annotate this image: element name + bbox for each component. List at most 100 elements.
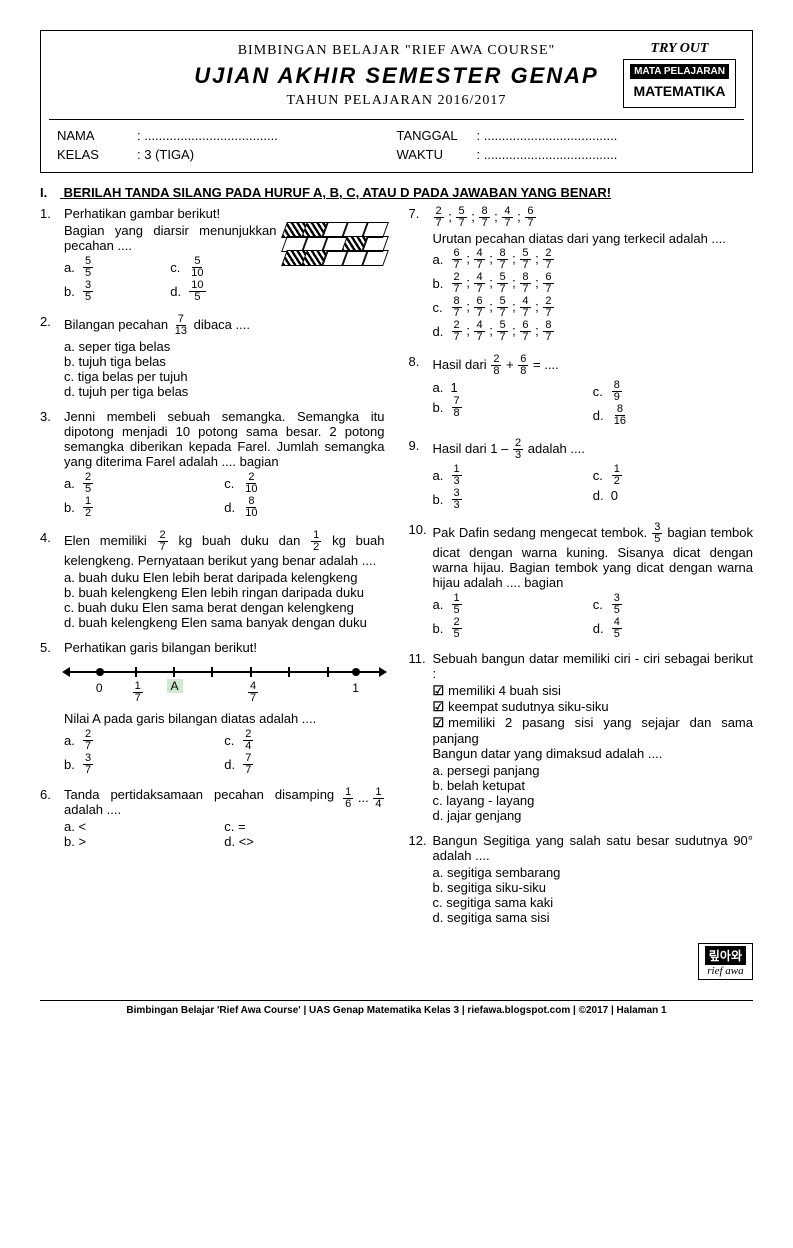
logo-top: 맆아와 bbox=[705, 946, 746, 965]
q8-text1: Hasil dari bbox=[433, 357, 487, 372]
q9-f1: 23 bbox=[513, 438, 523, 461]
q8-f1: 28 bbox=[491, 354, 501, 377]
q4-num: 4. bbox=[40, 530, 64, 630]
q6-opt-d: d. <> bbox=[224, 834, 384, 849]
q1-num: 1. bbox=[40, 206, 64, 304]
q10-opt-a: 15 bbox=[452, 593, 462, 616]
q9-opt-c: 12 bbox=[612, 464, 622, 487]
q1-opt-b: 35 bbox=[83, 280, 93, 303]
q1-grid-image bbox=[285, 223, 385, 304]
q5-opt-d: 77 bbox=[243, 753, 253, 776]
q7-opt-d: 27 ; 47 ; 57 ; 67 ; 87 bbox=[451, 320, 555, 343]
q2-num: 2. bbox=[40, 314, 64, 399]
tryout-label: TRY OUT bbox=[623, 41, 736, 57]
logo-bot: rief awa bbox=[705, 965, 746, 977]
q11-opt-b: b. belah ketupat bbox=[433, 778, 754, 793]
tanggal-label: TANGGAL bbox=[397, 128, 477, 143]
q2-opt-d: d. tujuh per tiga belas bbox=[64, 384, 385, 399]
question-1: 1. Perhatikan gambar berikut! Bagian yan… bbox=[40, 206, 385, 304]
q2-text1: Bilangan pecahan bbox=[64, 317, 168, 332]
q9-opt-b: 33 bbox=[452, 488, 462, 511]
q5-opt-b: 37 bbox=[83, 753, 93, 776]
q11-opt-d: d. jajar genjang bbox=[433, 808, 754, 823]
q2-opt-a: a. seper tiga belas bbox=[64, 339, 385, 354]
q1-opt-d: 105 bbox=[189, 280, 205, 303]
q6-f1: 16 bbox=[343, 787, 353, 810]
q11-opt-c: c. layang - layang bbox=[433, 793, 754, 808]
separator bbox=[49, 119, 744, 120]
kelas-label: KELAS bbox=[57, 147, 137, 162]
question-2: 2. Bilangan pecahan 713 dibaca .... a. s… bbox=[40, 314, 385, 399]
question-10: 10. Pak Dafin sedang mengecat tembok. 35… bbox=[409, 522, 754, 641]
q12-opt-b: b. segitiga siku-siku bbox=[433, 880, 754, 895]
q12-opt-d: d. segitiga sama sisi bbox=[433, 910, 754, 925]
q6-num: 6. bbox=[40, 787, 64, 849]
q8-opt-c: 89 bbox=[612, 380, 622, 403]
q6-text: Tanda pertidaksamaan pecahan disamping a… bbox=[64, 787, 334, 817]
q7-opt-a: 67 ; 47 ; 87 ; 57 ; 27 bbox=[451, 248, 555, 271]
q11-opt-a: a. persegi panjang bbox=[433, 763, 754, 778]
q9-opt-a: 13 bbox=[452, 464, 462, 487]
q4-opt-c: c. buah duku Elen sama berat dengan kele… bbox=[64, 600, 385, 615]
q1-text1: Perhatikan gambar berikut! bbox=[64, 206, 385, 221]
q11-num: 11. bbox=[409, 651, 433, 823]
logo: 맆아와 rief awa bbox=[698, 943, 753, 980]
check-icon: ☑ bbox=[433, 699, 445, 714]
q6-opt-b: b. > bbox=[64, 834, 224, 849]
q11-c2: keempat sudutnya siku-siku bbox=[448, 699, 608, 714]
question-8: 8. Hasil dari 28 + 68 = .... a.1 b.78 c.… bbox=[409, 354, 754, 428]
q8-eq: = .... bbox=[533, 357, 559, 372]
q5-opt-c: 24 bbox=[243, 729, 253, 752]
subject-box: MATA PELAJARAN MATEMATIKA bbox=[623, 59, 736, 108]
question-6: 6. Tanda pertidaksamaan pecahan disampin… bbox=[40, 787, 385, 849]
q7-seq: 27 ; 57 ; 87 ; 47 ; 67 bbox=[433, 206, 754, 229]
q10-opt-c: 35 bbox=[612, 593, 622, 616]
q11-text2: Bangun datar yang dimaksud adalah .... bbox=[433, 746, 754, 761]
question-5: 5. Perhatikan garis bilangan berikut! 0 … bbox=[40, 640, 385, 777]
q9-num: 9. bbox=[409, 438, 433, 512]
question-4: 4. Elen memiliki 27 kg buah duku dan 12 … bbox=[40, 530, 385, 630]
q4-f1: 27 bbox=[158, 530, 168, 553]
question-12: 12. Bangun Segitiga yang salah satu besa… bbox=[409, 833, 754, 925]
q9-opt-d: 0 bbox=[611, 488, 618, 503]
waktu-label: WAKTU bbox=[397, 147, 477, 162]
q6-mid: ... bbox=[358, 790, 369, 805]
q3-opt-a: 25 bbox=[83, 472, 93, 495]
q12-opt-c: c. segitiga sama kaki bbox=[433, 895, 754, 910]
logo-box: 맆아와 rief awa bbox=[40, 943, 753, 980]
info-row-2: KELAS : 3 (TIGA) WAKTU : ...............… bbox=[49, 145, 744, 164]
check-icon: ☑ bbox=[433, 683, 445, 698]
q8-opt-d: 816 bbox=[612, 404, 628, 427]
q10-f1: 35 bbox=[652, 522, 662, 545]
kelas-value: : 3 (TIGA) bbox=[137, 147, 397, 162]
q8-opt-a: 1 bbox=[451, 380, 458, 395]
q8-opt-b: 78 bbox=[452, 396, 462, 419]
q1-opt-a: 55 bbox=[83, 256, 93, 279]
header-box: BIMBINGAN BELAJAR "RIEF AWA COURSE" UJIA… bbox=[40, 30, 753, 173]
q2-text2: dibaca .... bbox=[194, 317, 250, 332]
column-left: 1. Perhatikan gambar berikut! Bagian yan… bbox=[40, 206, 385, 935]
q10-num: 10. bbox=[409, 522, 433, 641]
q7-opt-c: 87 ; 67 ; 57 ; 47 ; 27 bbox=[451, 296, 555, 319]
subject-header: MATA PELAJARAN bbox=[630, 64, 729, 79]
q7-opt-b: 27 ; 47 ; 57 ; 87 ; 67 bbox=[451, 272, 555, 295]
q5-opt-a: 27 bbox=[83, 729, 93, 752]
column-right: 7. 27 ; 57 ; 87 ; 47 ; 67 Urutan pecahan… bbox=[409, 206, 754, 935]
q3-text: Jenni membeli sebuah semangka. Semangka … bbox=[64, 409, 385, 469]
info-row-1: NAMA : .................................… bbox=[49, 126, 744, 145]
q12-text: Bangun Segitiga yang salah satu besar su… bbox=[433, 833, 754, 863]
q3-opt-b: 12 bbox=[83, 496, 93, 519]
section-roman: I. bbox=[40, 185, 60, 200]
q2-frac: 713 bbox=[173, 314, 189, 337]
q8-op: + bbox=[506, 357, 514, 372]
footer: Bimbingan Belajar 'Rief Awa Course' | UA… bbox=[40, 1000, 753, 1016]
q11-text1: Sebuah bangun datar memiliki ciri - ciri… bbox=[433, 651, 754, 681]
question-columns: 1. Perhatikan gambar berikut! Bagian yan… bbox=[40, 206, 753, 935]
tryout-box: TRY OUT MATA PELAJARAN MATEMATIKA bbox=[623, 41, 736, 108]
q12-opt-a: a. segitiga sembarang bbox=[433, 865, 754, 880]
question-9: 9. Hasil dari 1 – 23 adalah .... a.13 b.… bbox=[409, 438, 754, 512]
q10-opt-b: 25 bbox=[452, 617, 462, 640]
waktu-value: : ..................................... bbox=[477, 147, 737, 162]
question-11: 11. Sebuah bangun datar memiliki ciri - … bbox=[409, 651, 754, 823]
q2-opt-c: c. tiga belas per tujuh bbox=[64, 369, 385, 384]
